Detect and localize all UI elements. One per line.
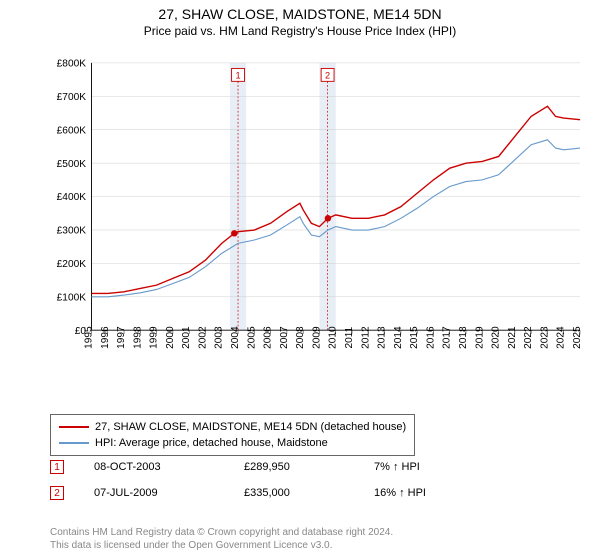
svg-text:2004: 2004 bbox=[230, 326, 241, 349]
svg-text:1996: 1996 bbox=[100, 326, 111, 349]
svg-text:2005: 2005 bbox=[246, 326, 257, 349]
svg-text:2: 2 bbox=[325, 71, 330, 81]
transaction-badge-1: 1 bbox=[50, 460, 64, 474]
svg-text:2007: 2007 bbox=[279, 326, 290, 349]
chart-area: 12£0£100K£200K£300K£400K£500K£600K£700K£… bbox=[50, 50, 580, 380]
legend: 27, SHAW CLOSE, MAIDSTONE, ME14 5DN (det… bbox=[50, 414, 415, 456]
chart-title: 27, SHAW CLOSE, MAIDSTONE, ME14 5DN bbox=[0, 6, 600, 22]
chart-subtitle: Price paid vs. HM Land Registry's House … bbox=[0, 24, 600, 38]
svg-text:2013: 2013 bbox=[377, 326, 388, 349]
svg-text:2022: 2022 bbox=[523, 326, 534, 349]
svg-text:2015: 2015 bbox=[409, 326, 420, 349]
transaction-date-2: 07-JUL-2009 bbox=[94, 487, 214, 499]
svg-text:2002: 2002 bbox=[197, 326, 208, 349]
svg-text:2024: 2024 bbox=[556, 326, 567, 349]
legend-label-2: HPI: Average price, detached house, Maid… bbox=[95, 435, 328, 451]
svg-text:2012: 2012 bbox=[360, 326, 371, 349]
svg-text:2014: 2014 bbox=[393, 326, 404, 349]
svg-text:2025: 2025 bbox=[572, 326, 583, 349]
svg-text:£600K: £600K bbox=[57, 125, 87, 136]
svg-text:2016: 2016 bbox=[425, 326, 436, 349]
svg-text:£400K: £400K bbox=[57, 192, 87, 203]
svg-text:2010: 2010 bbox=[328, 326, 339, 349]
transaction-price-1: £289,950 bbox=[244, 461, 344, 473]
svg-text:2019: 2019 bbox=[474, 326, 485, 349]
legend-swatch-2 bbox=[59, 442, 89, 444]
svg-text:2001: 2001 bbox=[181, 326, 192, 349]
transaction-row-2: 2 07-JUL-2009 £335,000 16% ↑ HPI bbox=[50, 486, 474, 500]
transaction-date-1: 08-OCT-2003 bbox=[94, 461, 214, 473]
svg-text:1998: 1998 bbox=[132, 326, 143, 349]
legend-item-1: 27, SHAW CLOSE, MAIDSTONE, ME14 5DN (det… bbox=[59, 419, 406, 435]
svg-text:2021: 2021 bbox=[507, 326, 518, 349]
legend-swatch-1 bbox=[59, 426, 89, 428]
chart-container: 27, SHAW CLOSE, MAIDSTONE, ME14 5DN Pric… bbox=[0, 0, 600, 560]
svg-text:£200K: £200K bbox=[57, 259, 87, 270]
svg-text:2023: 2023 bbox=[539, 326, 550, 349]
transaction-pct-1: 7% ↑ HPI bbox=[374, 461, 474, 473]
svg-text:£300K: £300K bbox=[57, 226, 87, 237]
svg-text:£500K: £500K bbox=[57, 159, 87, 170]
transaction-pct-2: 16% ↑ HPI bbox=[374, 487, 474, 499]
svg-text:2003: 2003 bbox=[214, 326, 225, 349]
transaction-price-2: £335,000 bbox=[244, 487, 344, 499]
svg-text:2009: 2009 bbox=[311, 326, 322, 349]
footer-line-1: Contains HM Land Registry data © Crown c… bbox=[50, 526, 393, 539]
svg-text:£800K: £800K bbox=[57, 59, 87, 70]
line-chart: 12£0£100K£200K£300K£400K£500K£600K£700K£… bbox=[50, 50, 580, 380]
svg-text:£700K: £700K bbox=[57, 92, 87, 103]
legend-item-2: HPI: Average price, detached house, Maid… bbox=[59, 435, 406, 451]
transaction-row-1: 1 08-OCT-2003 £289,950 7% ↑ HPI bbox=[50, 460, 474, 474]
svg-text:2000: 2000 bbox=[165, 326, 176, 349]
svg-text:1997: 1997 bbox=[116, 326, 127, 349]
svg-text:2011: 2011 bbox=[344, 326, 355, 348]
transaction-badge-2: 2 bbox=[50, 486, 64, 500]
svg-text:2008: 2008 bbox=[295, 326, 306, 349]
svg-text:1: 1 bbox=[235, 71, 240, 81]
svg-text:1995: 1995 bbox=[83, 326, 94, 349]
svg-text:2017: 2017 bbox=[442, 326, 453, 349]
title-block: 27, SHAW CLOSE, MAIDSTONE, ME14 5DN Pric… bbox=[0, 0, 600, 38]
legend-label-1: 27, SHAW CLOSE, MAIDSTONE, ME14 5DN (det… bbox=[95, 419, 406, 435]
svg-text:2020: 2020 bbox=[491, 326, 502, 349]
svg-text:£100K: £100K bbox=[57, 292, 87, 303]
svg-text:2018: 2018 bbox=[458, 326, 469, 349]
svg-text:2006: 2006 bbox=[263, 326, 274, 349]
footer-line-2: This data is licensed under the Open Gov… bbox=[50, 539, 393, 552]
footer: Contains HM Land Registry data © Crown c… bbox=[50, 526, 393, 552]
svg-text:1999: 1999 bbox=[149, 326, 160, 349]
